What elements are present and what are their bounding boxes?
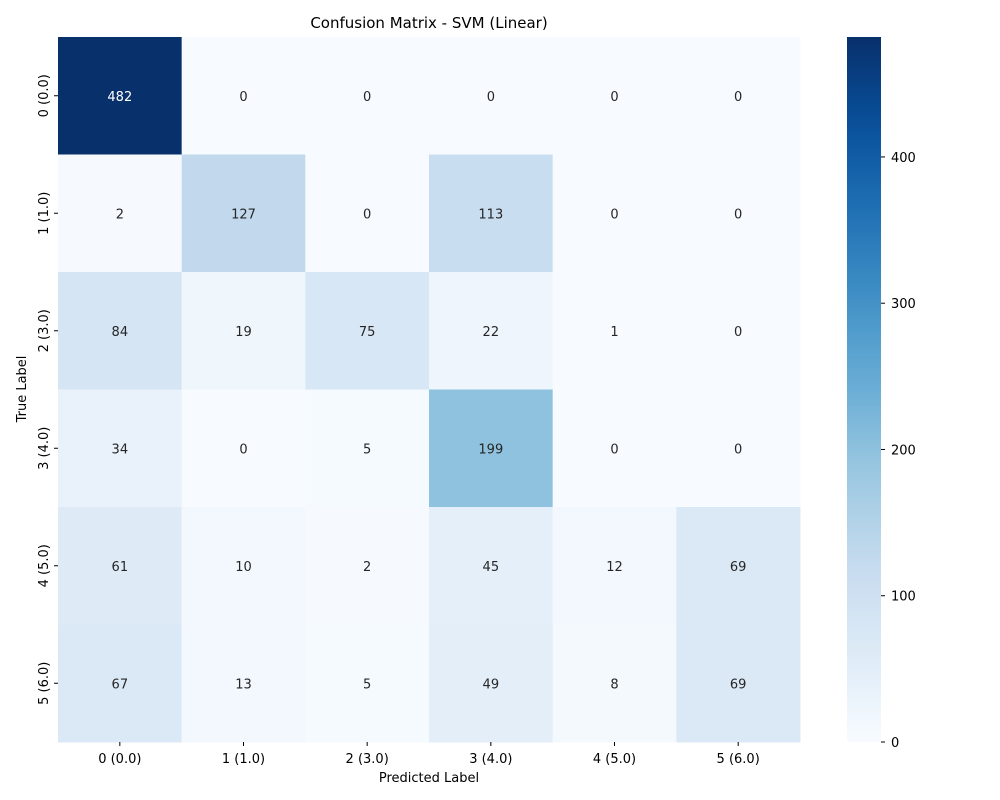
y-tick-label: 3 (4.0): [37, 427, 52, 470]
cell-value-label: 0: [363, 90, 371, 105]
heatmap-cell: [429, 272, 554, 390]
heatmap-cell: [676, 272, 801, 390]
colorbar: 0 100 200 300 400: [847, 37, 916, 751]
cell-value-label: 75: [359, 325, 376, 340]
heatmap-cell: [305, 154, 430, 273]
heatmap-cell: [181, 389, 306, 508]
x-tick-label: 2 (3.0): [346, 752, 389, 767]
x-axis-ticks: 0 (0.0) 1 (1.0) 2 (3.0) 3 (4.0) 4 (5.0) 5 (6.…: [98, 742, 760, 767]
cell-value-label: 0: [487, 90, 495, 105]
y-tick-label: 0 (0.0): [37, 74, 52, 117]
heatmap-cell: [58, 272, 183, 390]
colorbar-ticks: 0 100 200 300 400: [881, 151, 916, 751]
colorbar-gradient: [847, 37, 881, 742]
y-tick-label: 5 (6.0): [37, 662, 52, 705]
heatmap-cell: [552, 507, 677, 625]
cell-value-label: 84: [112, 325, 129, 340]
cell-value-label: 2: [116, 207, 124, 222]
colorbar-tick-label: 400: [891, 151, 916, 166]
heatmap-cells: 482 0 0 0 0 02 127 0 113 0 084 19 75 22 1 034 0 5 199 0 061 1…: [58, 37, 801, 743]
heatmap-cell: [58, 154, 183, 273]
heatmap-cell: [305, 624, 430, 743]
cell-value-label: 22: [483, 325, 500, 340]
heatmap-cell: [552, 272, 677, 390]
y-axis-label: True Label: [15, 356, 30, 424]
x-tick-label: 4 (5.0): [593, 752, 636, 767]
y-tick-label: 4 (5.0): [37, 544, 52, 587]
y-tick-label: 2 (3.0): [37, 309, 52, 352]
chart-title: Confusion Matrix - SVM (Linear): [310, 14, 547, 32]
heatmap-cell: [181, 37, 306, 155]
heatmap-cell: [58, 37, 183, 155]
heatmap-cell: [181, 154, 306, 273]
y-tick-label: 1 (1.0): [37, 192, 52, 235]
y-axis-ticks: 0 (0.0) 1 (1.0) 2 (3.0) 3 (4.0) 4 (5.0) 5 (6.…: [37, 74, 58, 705]
cell-value-label: 61: [112, 560, 129, 575]
cell-value-label: 482: [107, 90, 132, 105]
heatmap-cell: [552, 154, 677, 273]
cell-value-label: 0: [239, 442, 247, 457]
x-tick-label: 3 (4.0): [469, 752, 512, 767]
heatmap-cell: [181, 624, 306, 743]
cell-value-label: 0: [610, 442, 618, 457]
colorbar-tick-label: 200: [891, 443, 916, 458]
cell-value-label: 199: [478, 442, 503, 457]
heatmap-cell: [429, 154, 554, 273]
cell-value-label: 5: [363, 677, 371, 692]
cell-value-label: 113: [478, 207, 503, 222]
cell-value-label: 0: [610, 90, 618, 105]
colorbar-tick-label: 0: [891, 736, 899, 751]
heatmap-cell: [676, 507, 801, 625]
heatmap-cell: [676, 154, 801, 273]
heatmap-cell: [305, 507, 430, 625]
cell-value-label: 0: [734, 442, 742, 457]
cell-value-label: 2: [363, 560, 371, 575]
cell-value-label: 69: [730, 677, 747, 692]
cell-value-label: 0: [734, 325, 742, 340]
heatmap-cell: [58, 624, 183, 743]
heatmap-cell: [429, 507, 554, 625]
cell-value-label: 0: [610, 207, 618, 222]
cell-value-label: 0: [734, 207, 742, 222]
x-tick-label: 5 (6.0): [717, 752, 760, 767]
heatmap-cell: [58, 389, 183, 508]
cell-value-label: 8: [610, 677, 618, 692]
cell-value-label: 0: [734, 90, 742, 105]
heatmap-cell: [676, 624, 801, 743]
cell-value-label: 49: [483, 677, 500, 692]
heatmap-cell: [676, 389, 801, 508]
heatmap-cell: [429, 37, 554, 155]
x-axis-label: Predicted Label: [379, 771, 479, 786]
colorbar-tick-label: 100: [891, 590, 916, 605]
cell-value-label: 13: [235, 677, 252, 692]
heatmap-cell: [305, 272, 430, 390]
heatmap-cell: [181, 507, 306, 625]
cell-value-label: 34: [112, 442, 129, 457]
cell-value-label: 127: [231, 207, 256, 222]
cell-value-label: 1: [610, 325, 618, 340]
cell-value-label: 67: [112, 677, 129, 692]
cell-value-label: 0: [239, 90, 247, 105]
heatmap-cell: [429, 389, 554, 508]
cell-value-label: 10: [235, 560, 252, 575]
heatmap-cell: [181, 272, 306, 390]
heatmap-cell: [552, 37, 677, 155]
heatmap-cell: [305, 389, 430, 508]
heatmap-cell: [429, 624, 554, 743]
cell-value-label: 5: [363, 442, 371, 457]
cell-value-label: 69: [730, 560, 747, 575]
cell-value-label: 19: [235, 325, 252, 340]
cell-value-label: 45: [483, 560, 500, 575]
heatmap-cell: [676, 37, 801, 155]
heatmap-cell: [305, 37, 430, 155]
cell-value-label: 0: [363, 207, 371, 222]
cell-value-label: 12: [606, 560, 623, 575]
colorbar-tick-label: 300: [891, 297, 916, 312]
heatmap-cell: [58, 507, 183, 625]
heatmap-cell: [552, 389, 677, 508]
heatmap-cell: [552, 624, 677, 743]
x-tick-label: 1 (1.0): [222, 752, 265, 767]
x-tick-label: 0 (0.0): [98, 752, 141, 767]
